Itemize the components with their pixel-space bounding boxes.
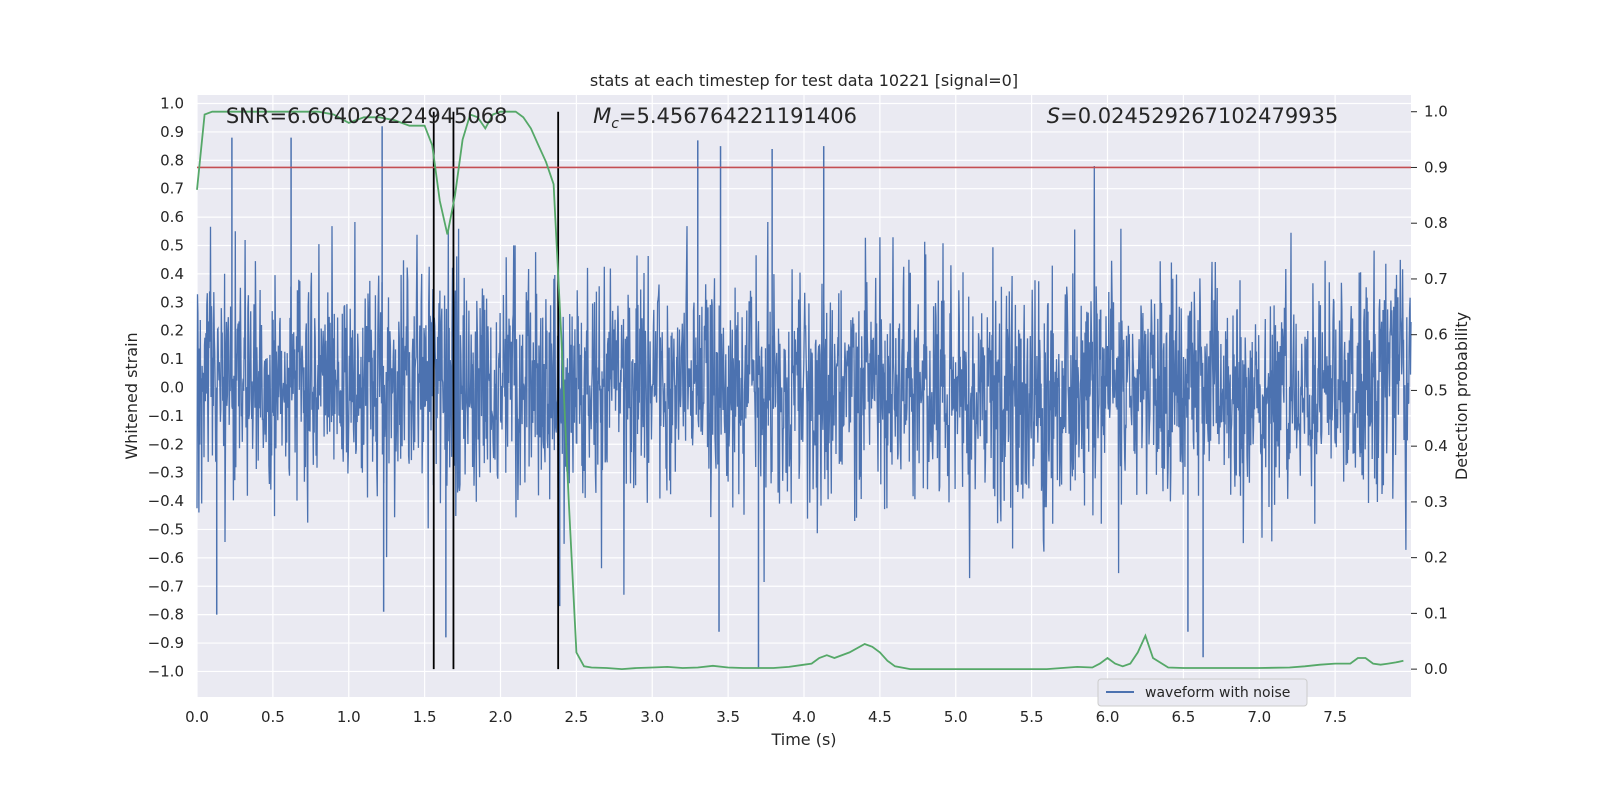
left-tick-label: −0.5 (148, 520, 184, 538)
chirp-mass-annotation: Mc=5.456764221191406 (593, 104, 857, 132)
x-tick-label: 1.0 (337, 708, 361, 726)
chart-title: stats at each timestep for test data 102… (590, 71, 1018, 90)
x-tick-label: 2.0 (489, 708, 513, 726)
left-tick-label: 0.4 (160, 265, 184, 283)
right-tick-label: 0.9 (1424, 158, 1448, 176)
chirp-mass-symbol: M (593, 104, 611, 128)
left-tick-label: 0.5 (160, 237, 184, 255)
right-tick-label: 0.0 (1424, 660, 1448, 678)
waveform-line (196, 165, 1412, 595)
left-tick-label: −0.1 (148, 407, 184, 425)
legend-label: waveform with noise (1145, 685, 1290, 701)
left-tick-label: 0.9 (160, 123, 184, 141)
left-tick-label: 0.6 (160, 208, 184, 226)
x-tick-label: 7.5 (1323, 708, 1347, 726)
right-tick-label: 0.3 (1424, 493, 1448, 511)
right-axis-label: Detection probability (1452, 312, 1471, 480)
right-tick-label: 0.7 (1424, 270, 1448, 288)
left-axis-ticks: 1.0 0.9 0.8 0.7 0.6 0.5 0.4 0.3 0.2 0.1 0.0 −0.1 −0.… (148, 95, 184, 681)
x-tick-label: 0.5 (261, 708, 285, 726)
left-tick-label: −0.9 (148, 634, 184, 652)
probability-series (196, 110, 1404, 671)
left-tick-label: 0.7 (160, 180, 184, 198)
x-tick-label: 1.5 (413, 708, 437, 726)
s-value: =0.024529267102479935 (1060, 104, 1338, 128)
x-tick-label: 7.0 (1247, 708, 1271, 726)
left-tick-label: −0.4 (148, 492, 184, 510)
left-tick-label: 0.1 (160, 350, 184, 368)
right-tick-label: 0.6 (1424, 326, 1448, 344)
left-tick-label: 0.3 (160, 293, 184, 311)
s-symbol: S (1047, 104, 1060, 128)
x-tick-label: 2.5 (564, 708, 588, 726)
left-tick-label: 1.0 (160, 95, 184, 113)
snr-annotation: SNR=6.604028224945068 (226, 104, 508, 128)
right-tick-label: 0.1 (1424, 604, 1448, 622)
left-tick-label: −0.6 (148, 549, 184, 567)
waveform-series (196, 126, 1412, 669)
x-tick-label: 3.5 (716, 708, 740, 726)
left-tick-label: −1.0 (148, 662, 184, 680)
right-tick-label: 1.0 (1424, 103, 1448, 121)
legend-box (1097, 678, 1308, 707)
probability-line (196, 110, 1404, 671)
x-axis-ticks: 0.0 0.5 1.0 1.5 2.0 2.5 3.0 3.5 4.0 4.5 5.0 5.5 6.0 6… (185, 708, 1347, 726)
s-statistic-annotation: S=0.024529267102479935 (1047, 104, 1338, 128)
left-axis-label: Whitened strain (122, 332, 141, 459)
x-tick-label: 0.0 (185, 708, 209, 726)
right-tick-label: 0.5 (1424, 381, 1448, 399)
left-tick-label: 0.0 (160, 378, 184, 396)
right-axis-ticks: 1.0 0.9 0.8 0.7 0.6 0.5 0.4 0.3 0.2 0.1 0.0 (1411, 103, 1448, 678)
chirp-mass-value: =5.456764221191406 (619, 104, 857, 128)
x-tick-label: 6.5 (1171, 708, 1195, 726)
left-tick-label: 0.8 (160, 151, 184, 169)
legend: waveform with noise (1097, 678, 1308, 707)
x-tick-label: 5.5 (1020, 708, 1044, 726)
x-axis-label: Time (s) (770, 730, 836, 749)
left-tick-label: −0.8 (148, 606, 184, 624)
x-tick-label: 6.0 (1096, 708, 1120, 726)
right-tick-label: 0.8 (1424, 214, 1448, 232)
left-tick-label: −0.7 (148, 577, 184, 595)
right-tick-label: 0.2 (1424, 549, 1448, 567)
left-tick-label: 0.2 (160, 322, 184, 340)
x-tick-label: 4.5 (868, 708, 892, 726)
x-tick-label: 4.0 (792, 708, 816, 726)
left-tick-label: −0.3 (148, 464, 184, 482)
x-tick-label: 5.0 (944, 708, 968, 726)
x-tick-label: 3.0 (640, 708, 664, 726)
left-tick-label: −0.2 (148, 435, 184, 453)
right-tick-label: 0.4 (1424, 437, 1448, 455)
chirp-mass-subscript: c (611, 116, 619, 132)
